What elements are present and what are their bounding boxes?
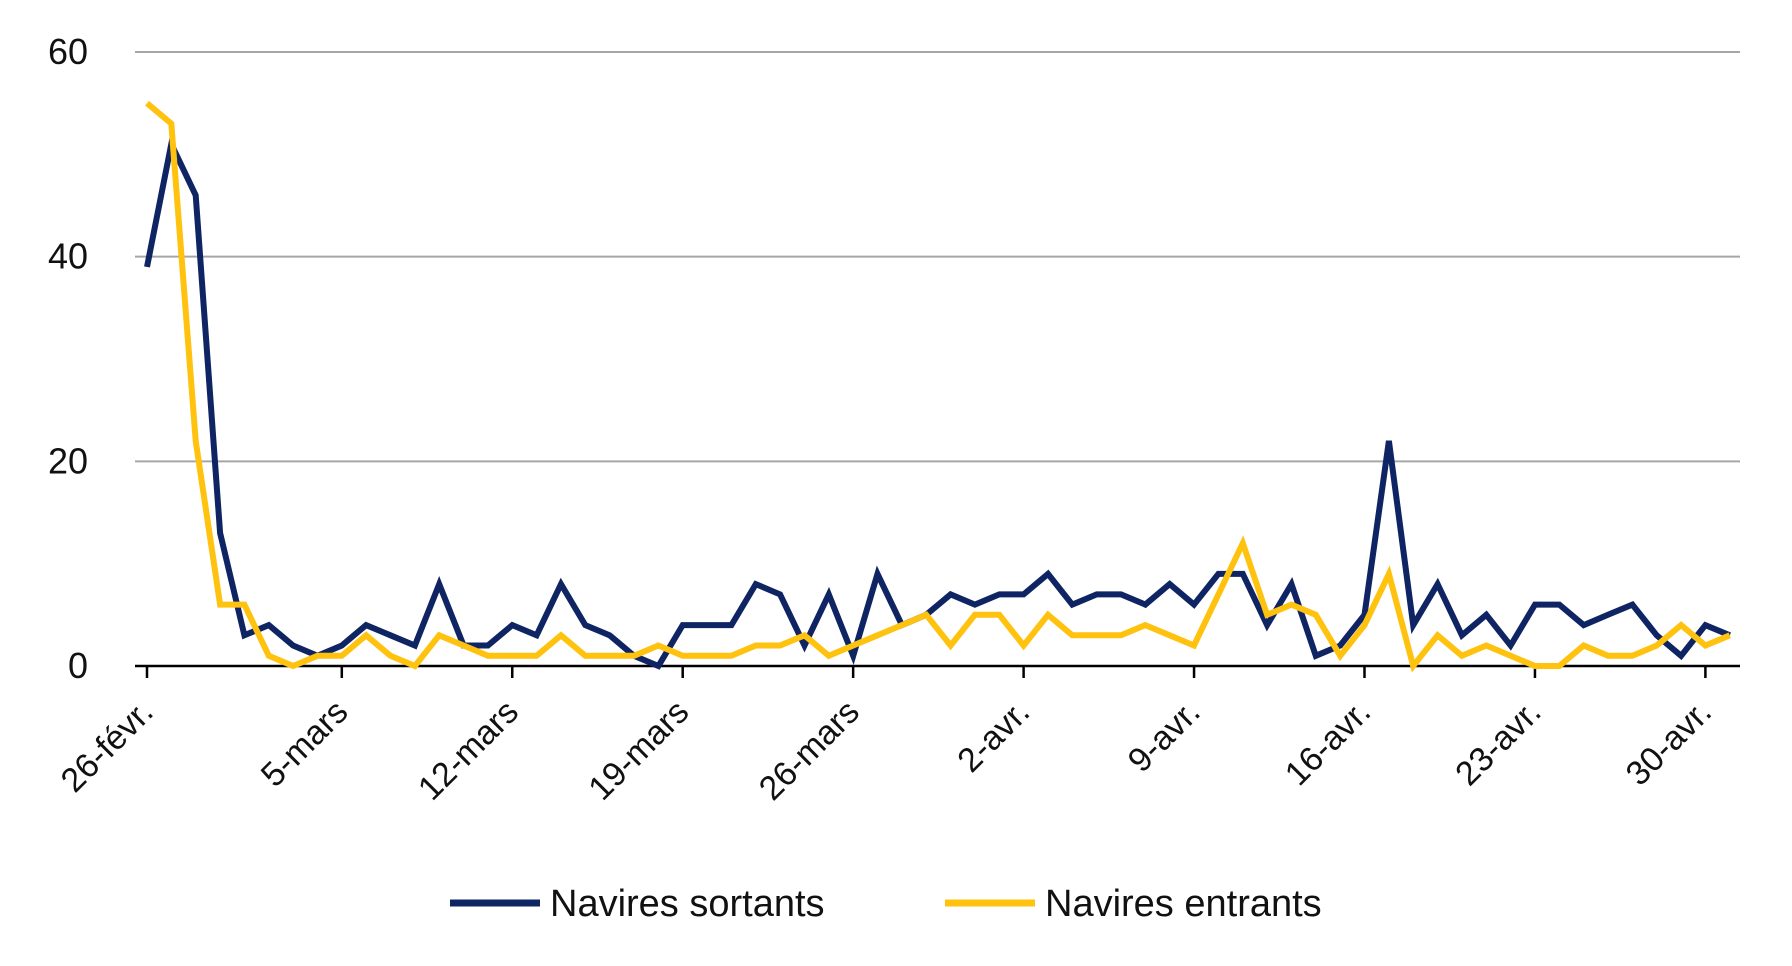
gridlines xyxy=(135,51,1740,463)
y-tick-label: 40 xyxy=(48,236,88,277)
legend: Navires sortants Navires entrants xyxy=(450,883,1322,925)
y-axis: 0 20 40 60 xyxy=(48,31,88,686)
x-tick-label: 30-avr. xyxy=(1619,693,1719,793)
y-tick-label: 0 xyxy=(68,645,88,686)
x-tick-label: 26-févr. xyxy=(54,693,161,800)
x-tick-label: 26-mars xyxy=(752,693,867,808)
x-tick-label: 23-avr. xyxy=(1448,693,1548,793)
x-tick-label: 9-avr. xyxy=(1121,693,1208,780)
x-tick-label: 5-mars xyxy=(254,693,356,795)
y-tick-label: 60 xyxy=(48,31,88,72)
x-tick-label: 2-avr. xyxy=(950,693,1037,780)
legend-item-entrants[interactable]: Navires entrants xyxy=(945,883,1322,925)
series-line-entrants xyxy=(145,100,1731,673)
series-line-sortants xyxy=(144,134,1731,670)
x-tick-label: 16-avr. xyxy=(1278,693,1378,793)
x-axis: 26-févr. 5-mars 12-mars 19-mars 26-mars 2-avr… xyxy=(54,664,1740,808)
y-tick-label: 20 xyxy=(48,440,88,481)
x-tick-label: 12-mars xyxy=(411,693,526,808)
series-lines xyxy=(144,100,1731,673)
x-tick-label: 19-mars xyxy=(581,693,696,808)
legend-label-sortants: Navires sortants xyxy=(550,883,825,925)
legend-item-sortants[interactable]: Navires sortants xyxy=(450,883,825,925)
legend-label-entrants: Navires entrants xyxy=(1045,883,1322,925)
